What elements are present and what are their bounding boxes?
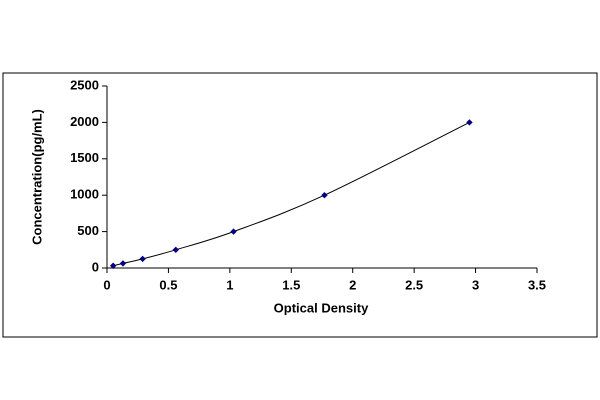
x-tick-label: 3.5 — [528, 277, 546, 292]
x-tick-label: 1 — [226, 277, 233, 292]
x-tick-label: 0.5 — [159, 277, 177, 292]
data-point — [230, 228, 237, 235]
y-tick-label: 1500 — [70, 150, 99, 165]
data-point — [119, 260, 127, 267]
data-point — [466, 119, 473, 126]
x-axis-label: Optical Density — [274, 300, 369, 315]
y-tick-label: 0 — [92, 259, 99, 274]
x-tick-label: 1.5 — [282, 277, 300, 292]
x-tick-label: 3 — [472, 277, 479, 292]
y-tick-label: 2500 — [70, 77, 99, 92]
x-tick-label: 2 — [349, 277, 356, 292]
data-point — [172, 246, 179, 253]
y-axis-label: Concentration(pg/mL) — [29, 109, 44, 245]
data-point — [109, 262, 117, 269]
y-tick-label: 1000 — [70, 187, 99, 202]
data-point — [139, 255, 146, 263]
y-tick-label: 2000 — [70, 114, 99, 129]
data-point — [321, 192, 328, 199]
chart-frame — [2, 72, 598, 338]
x-tick-label: 2.5 — [405, 277, 423, 292]
x-tick-label: 0 — [103, 277, 110, 292]
y-tick-label: 500 — [77, 223, 99, 238]
